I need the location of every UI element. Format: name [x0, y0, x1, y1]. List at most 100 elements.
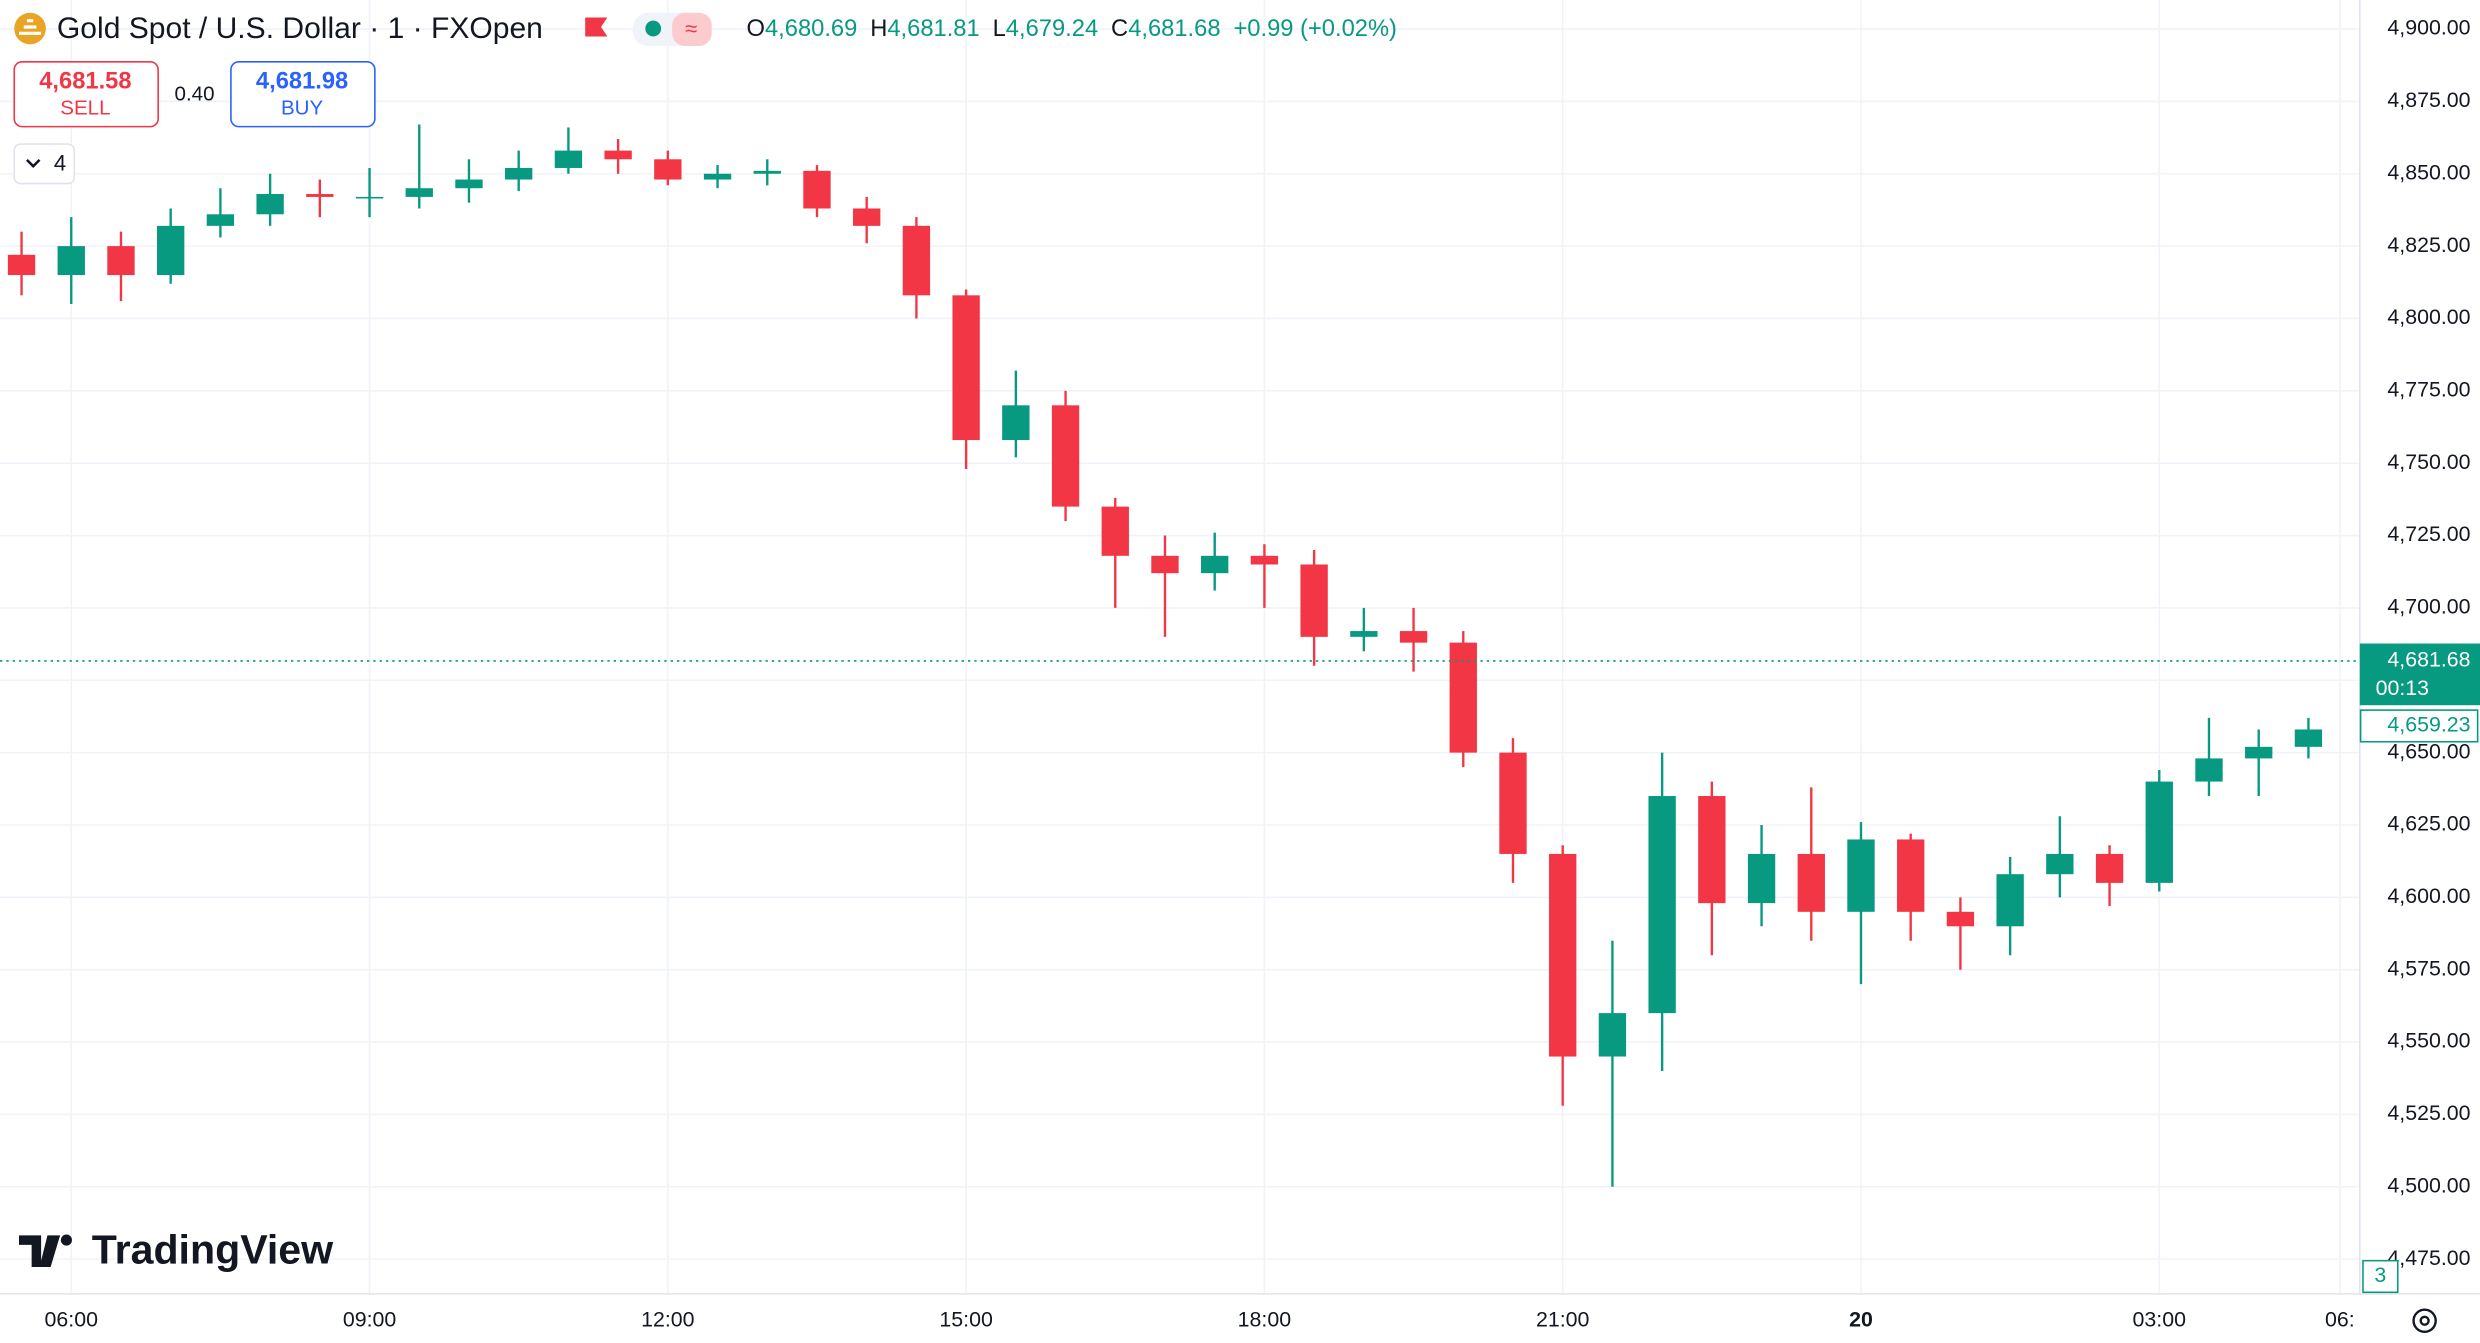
candle-body: [853, 208, 881, 226]
candle-body: [2046, 853, 2074, 875]
plot: [0, 124, 2360, 1187]
candle-body: [902, 225, 931, 296]
candle-body: [505, 167, 533, 180]
candle-body: [1201, 555, 1229, 574]
ohlc-key: C: [1111, 16, 1128, 42]
candle-body: [1051, 405, 1080, 507]
ohlc-values: O4,680.69 H4,681.81 L4,679.24 C4,681.68 …: [747, 16, 1397, 42]
countdown-label: 00:13: [2376, 676, 2429, 700]
candle-body: [1300, 564, 1328, 637]
candle-body: [604, 150, 632, 160]
y-tick-label: 4,775.00: [2387, 377, 2470, 401]
x-tick-label: 12:00: [641, 1307, 695, 1331]
sell-button[interactable]: [13, 60, 159, 128]
x-tick-label: 03:00: [2133, 1307, 2187, 1331]
chevron: [25, 158, 41, 168]
candle-body: [1250, 555, 1279, 565]
candle-body: [1549, 853, 1577, 1057]
candle-body: [306, 194, 334, 197]
y-tick-label: 4,750.00: [2387, 450, 2470, 474]
indicators-count: 4: [54, 150, 66, 175]
y-tick-label: 4,600.00: [2387, 884, 2470, 908]
candle-body: [1399, 631, 1428, 643]
candle-body: [1897, 839, 1925, 912]
candle-body: [206, 214, 235, 226]
candle-body: [405, 188, 433, 197]
candle-body: [1797, 853, 1825, 912]
buy-button[interactable]: [230, 60, 376, 128]
candle-body: [2145, 781, 2173, 883]
candle-body: [355, 196, 384, 199]
y-tick-label: 4,700.00: [2387, 595, 2470, 619]
x-tick-label: 20: [1849, 1307, 1873, 1331]
candle-body: [2245, 746, 2273, 759]
axes: 4,475.00 4,500.00 4,525.00 4,550.00 4,575.00…: [45, 16, 2480, 1331]
candle-body: [554, 150, 583, 168]
x-tick-label: 06:00: [45, 1307, 99, 1331]
settings-icon[interactable]: [2412, 1308, 2437, 1334]
candle-body: [1847, 839, 1875, 912]
symbol-title: Gold Spot / U.S. Dollar · 1 · FXOpen: [57, 12, 543, 45]
sell-price: 4,681.58: [39, 69, 131, 95]
candle-body: [753, 170, 781, 174]
candle-body: [1499, 752, 1527, 854]
candle-body: [803, 170, 831, 209]
grid: [0, 0, 2360, 1294]
market-open-dot: [645, 20, 662, 37]
y-tick-label: 4,800.00: [2387, 305, 2470, 329]
candle-body: [256, 194, 284, 215]
x-tick-label: 06:: [2325, 1307, 2355, 1331]
marker-count-box: [2362, 1259, 2399, 1294]
ohlc-value: 4,679.24: [1006, 16, 1098, 42]
ohlc-key: H: [870, 16, 887, 42]
symbol-icon-mark: [18, 19, 42, 35]
ohlc-key: O: [747, 16, 765, 42]
candle-body: [57, 246, 85, 276]
candle-body: [1747, 853, 1776, 904]
ohlc-key: L: [993, 16, 1006, 42]
candle-body: [2095, 853, 2124, 883]
candle-body: [952, 295, 980, 441]
y-tick-label: 4,625.00: [2387, 812, 2470, 836]
last-price-box: [2359, 643, 2480, 706]
x-tick-label: 18:00: [1238, 1307, 1292, 1331]
candle-body: [1648, 796, 1676, 1014]
candle-body: [1101, 506, 1129, 556]
candle-body: [1946, 911, 1975, 927]
ohlc-value: 4,681.81: [887, 16, 979, 42]
status-icon: [672, 12, 712, 46]
ohlc-value: 4,680.69: [765, 16, 857, 42]
settings-icon-center: [2419, 1315, 2430, 1326]
candle-body: [7, 254, 36, 276]
y-tick-label: 4,475.00: [2387, 1246, 2470, 1270]
candle-body: [1996, 874, 2024, 927]
candle-body: [2195, 758, 2223, 782]
status-icon-text: ≈: [685, 16, 697, 41]
flag-icon[interactable]: [585, 17, 608, 37]
candle-body: [1002, 405, 1030, 441]
candle-body: [1698, 796, 1726, 904]
marker-count: 3: [2374, 1263, 2386, 1287]
change: +0.99 (+0.02%): [1233, 16, 1397, 42]
candle-body: [654, 159, 682, 180]
candle-body: [1151, 555, 1179, 574]
y-tick-label: 4,525.00: [2387, 1101, 2470, 1125]
candle-body: [1598, 1013, 1627, 1057]
last-price-label: 4,681.68: [2387, 648, 2470, 672]
logo-text: TradingView: [92, 1227, 334, 1273]
y-tick-label: 4,875.00: [2387, 88, 2470, 112]
candle-body: [2294, 729, 2323, 747]
x-tick-label: 15:00: [939, 1307, 993, 1331]
candle-body: [1350, 631, 1378, 637]
indicators-toggle[interactable]: [13, 143, 76, 185]
logo-icon-dot: [60, 1234, 72, 1246]
y-tick-label: 4,500.00: [2387, 1173, 2470, 1197]
spread: 0.40: [175, 82, 215, 105]
y-tick-label: 4,575.00: [2387, 956, 2470, 980]
candle-body: [157, 225, 185, 276]
ohlc-value: 4,681.68: [1128, 16, 1220, 42]
logo-icon: [18, 1235, 61, 1267]
y-tick-label: 4,550.00: [2387, 1029, 2470, 1053]
